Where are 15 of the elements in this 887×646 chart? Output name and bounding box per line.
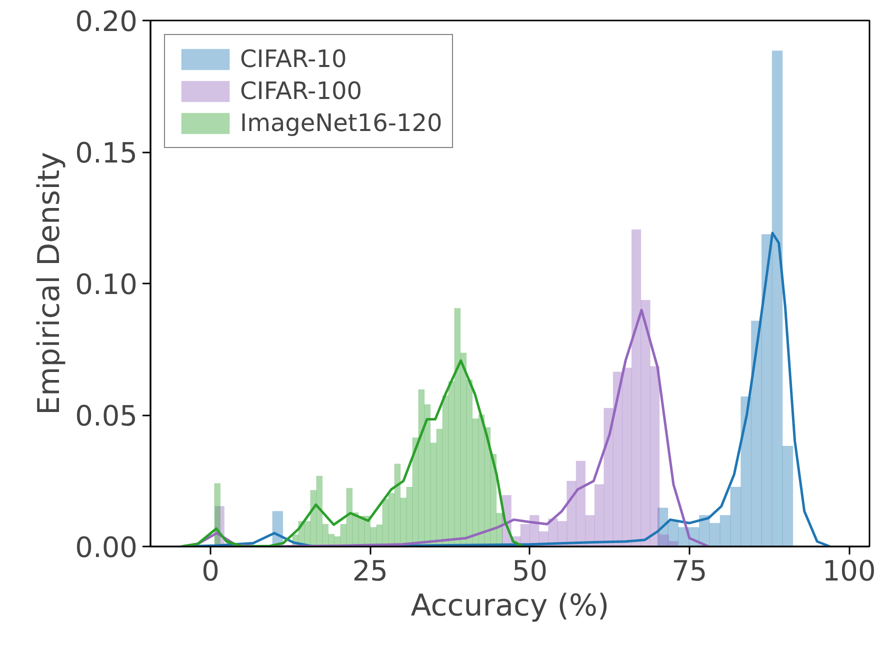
x-tick-label: 25 <box>352 554 388 588</box>
x-tick-label: 50 <box>512 554 548 588</box>
legend-label: ImageNet16-120 <box>240 109 442 137</box>
legend-label: CIFAR-10 <box>240 45 347 73</box>
x-tick-label: 100 <box>822 554 876 588</box>
y-axis-title: Empirical Density <box>32 152 68 416</box>
y-tick-label: 0.15 <box>75 136 138 170</box>
y-tick-label: 0.00 <box>75 531 138 564</box>
y-tick-label: 0.10 <box>75 268 138 301</box>
y-tick-label: 0.20 <box>75 5 138 38</box>
legend-label: CIFAR-100 <box>240 77 362 105</box>
x-axis-title: Accuracy (%) <box>410 588 610 624</box>
x-tick-label: 75 <box>672 554 708 588</box>
x-tick-label: 0 <box>202 554 220 588</box>
y-tick-label: 0.05 <box>75 400 138 432</box>
